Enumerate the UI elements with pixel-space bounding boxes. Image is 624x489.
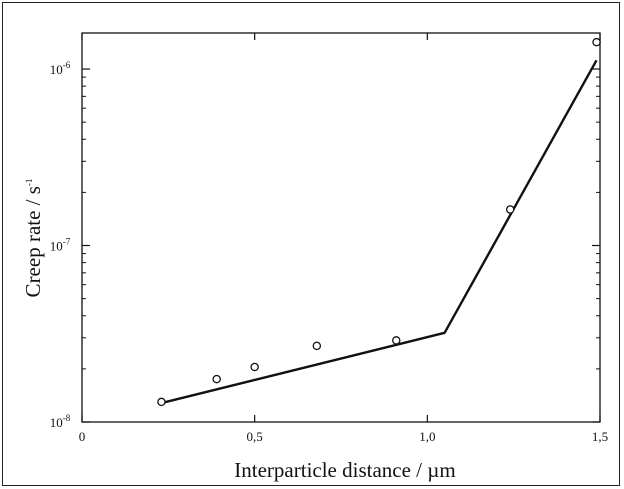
x-axis-title: Interparticle distance / µm (234, 458, 455, 482)
data-point (212, 374, 221, 384)
y-tick-exp: -7 (63, 237, 71, 247)
y-tick-exp: -6 (63, 60, 71, 70)
x-tick-label: 0,5 (247, 429, 263, 444)
x-tick-label: 1,0 (419, 429, 435, 444)
y-axis-title-sup: -1 (24, 179, 34, 187)
x-tick-label: 0 (79, 429, 86, 444)
data-point (505, 205, 515, 214)
x-tick-label: 1,5 (592, 429, 608, 444)
y-axis-title-main: Creep rate / s (21, 186, 45, 297)
y-tick-base: 10 (50, 62, 63, 77)
y-axis-title: Creep rate / s-1 (21, 179, 45, 298)
plot-area-border (81, 32, 601, 423)
y-tick-base: 10 (50, 239, 63, 254)
data-point (157, 397, 166, 407)
fit-line (161, 59, 598, 405)
data-point (392, 336, 401, 345)
data-point (592, 37, 601, 47)
y-tick-exp: -8 (63, 413, 71, 423)
y-tick-label: 10-7 (50, 237, 71, 254)
y-tick-base: 10 (50, 415, 63, 430)
data-point (250, 362, 259, 372)
y-tick-label: 10-8 (50, 413, 71, 430)
y-tick-label: 10-6 (50, 60, 71, 77)
data-point (312, 341, 322, 351)
